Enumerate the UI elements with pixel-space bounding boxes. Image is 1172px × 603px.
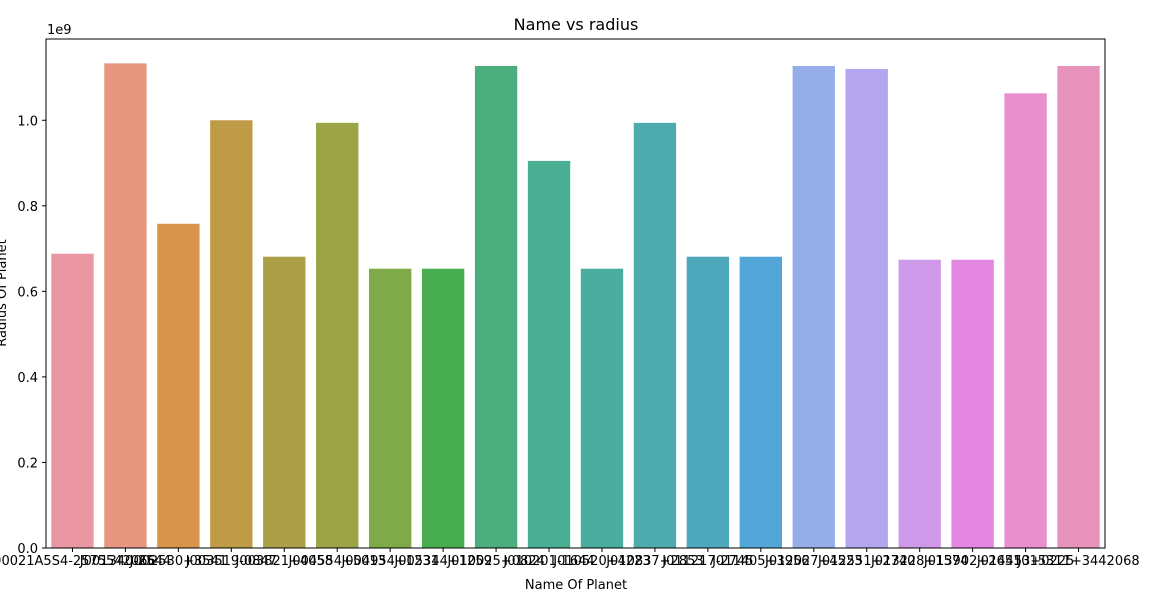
x-tick-label: J004554+5013: [288, 554, 386, 569]
x-tick-label: J013902+2651: [923, 554, 1021, 569]
bar-2: [104, 63, 147, 548]
x-tick-label: J011217-2745: [661, 554, 753, 569]
y-tick-label: 0.4: [17, 371, 38, 386]
bar-13: [686, 256, 730, 548]
y-axis-label: Radius Of Planet: [0, 239, 10, 346]
plot-frame: [45, 38, 1106, 549]
x-tick-label: J001340-2544: [79, 554, 171, 569]
x-tick-label: J010201-1644: [502, 554, 594, 569]
bar-15: [792, 65, 835, 549]
x-axis-label: Name Of Planet: [525, 578, 627, 593]
y-offset-text: 1e9: [47, 23, 72, 38]
x-tick-label: J010520+4223: [552, 554, 650, 569]
x-tick-label: J004954+1231: [340, 554, 438, 569]
bar-7: [368, 268, 412, 548]
y-tick-label: 0.0: [17, 542, 38, 557]
bar-17: [898, 259, 941, 548]
x-tick-label: J012027+4523: [764, 554, 862, 569]
x-tick-label: J003821+4058: [235, 554, 333, 569]
x-tick-label: J013228+1574: [870, 554, 968, 569]
bar-19: [1004, 93, 1047, 549]
x-tick-label: J012551+2740: [817, 554, 915, 569]
y-ticks: 0.0 0.2 0.4 0.6 0.8 1.0: [17, 114, 46, 557]
y-tick-label: 0.2: [17, 456, 38, 471]
bar-12: [633, 122, 677, 548]
x-tick-label: J014453+0225: [976, 554, 1074, 569]
bar-11: [580, 268, 624, 548]
y-tick-label: 0.8: [17, 200, 38, 215]
y-tick-label: 0.6: [17, 285, 38, 300]
bar-3: [157, 223, 200, 548]
bar-6: [316, 122, 359, 548]
bar-20: [1057, 65, 1100, 549]
bar-5: [263, 256, 306, 548]
x-tick-label: J003519-0847: [185, 554, 277, 569]
x-tick-label: J002530+3541: [129, 554, 227, 569]
bar-9: [474, 65, 518, 549]
bar-1: [51, 253, 94, 548]
x-tick-label: J005344+1259: [393, 554, 491, 569]
y-tick-label: 1.0: [17, 114, 38, 129]
chart-title: Name vs radius: [514, 15, 639, 34]
bar-8: [421, 268, 465, 548]
x-tick-label: J015311+3442068: [1016, 554, 1139, 569]
bar-10: [527, 160, 571, 548]
bars-group: [51, 63, 1100, 549]
bar-18: [951, 259, 994, 548]
x-ticks: J00021A5S4-2575542066J001340-2544J002530…: [0, 548, 1140, 569]
x-tick-label: J011405+3956: [711, 554, 809, 569]
bar-4: [210, 120, 253, 548]
x-tick-label: J00021A5S4-2575542066: [0, 554, 156, 569]
x-tick-label: J010837+2853: [605, 554, 703, 569]
x-tick-label: J010025+0824: [446, 554, 544, 569]
bar-14: [739, 256, 783, 548]
bar-16: [845, 68, 888, 549]
